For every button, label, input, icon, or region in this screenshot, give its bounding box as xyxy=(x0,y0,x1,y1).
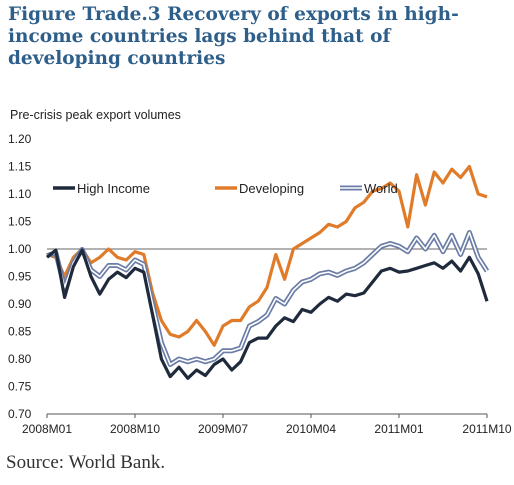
series-line-high-income xyxy=(45,248,489,380)
y-tick-label: 1.00 xyxy=(8,242,32,256)
x-tick-label: 2011M01 xyxy=(374,422,423,436)
series-line-world-inner xyxy=(46,231,488,366)
y-tick-label: 0.90 xyxy=(8,297,32,311)
y-tick-label: 1.05 xyxy=(8,215,32,229)
series-line-developing xyxy=(46,164,488,347)
legend-label-high-income: High Income xyxy=(77,181,150,196)
legend: High Income Developing World xyxy=(53,181,398,196)
x-tick-label: 2011M10 xyxy=(462,422,511,436)
y-tick-label: 1.15 xyxy=(8,160,32,174)
legend-label-world: World xyxy=(364,181,398,196)
legend-label-developing: Developing xyxy=(239,181,304,196)
y-tick-label: 0.95 xyxy=(8,270,32,284)
y-axis-ticks: 0.70 0.75 0.80 0.85 0.90 0.95 1.00 1.05 1.10 1.15… xyxy=(8,132,32,421)
x-tick-label: 2008M10 xyxy=(110,422,160,436)
y-tick-label: 0.75 xyxy=(8,380,32,394)
x-tick-label: 2009M07 xyxy=(198,422,248,436)
series-layer xyxy=(45,164,490,380)
y-tick-label: 1.20 xyxy=(8,132,32,146)
x-axis-ticks: 2008M01 2008M10 2009M07 2010M04 2011M01 2011M… xyxy=(22,414,512,436)
y-tick-label: 0.80 xyxy=(8,352,32,366)
y-tick-label: 0.85 xyxy=(8,325,32,339)
source-note: Source: World Bank. xyxy=(6,452,166,473)
y-tick-label: 1.10 xyxy=(8,187,32,201)
y-tick-label: 0.70 xyxy=(8,407,32,421)
x-tick-label: 2008M01 xyxy=(22,422,72,436)
figure-title: Figure Trade.3 Recovery of exports in hi… xyxy=(8,4,459,69)
x-tick-label: 2010M04 xyxy=(286,422,336,436)
y-axis-label: Pre-crisis peak export volumes xyxy=(10,108,181,122)
